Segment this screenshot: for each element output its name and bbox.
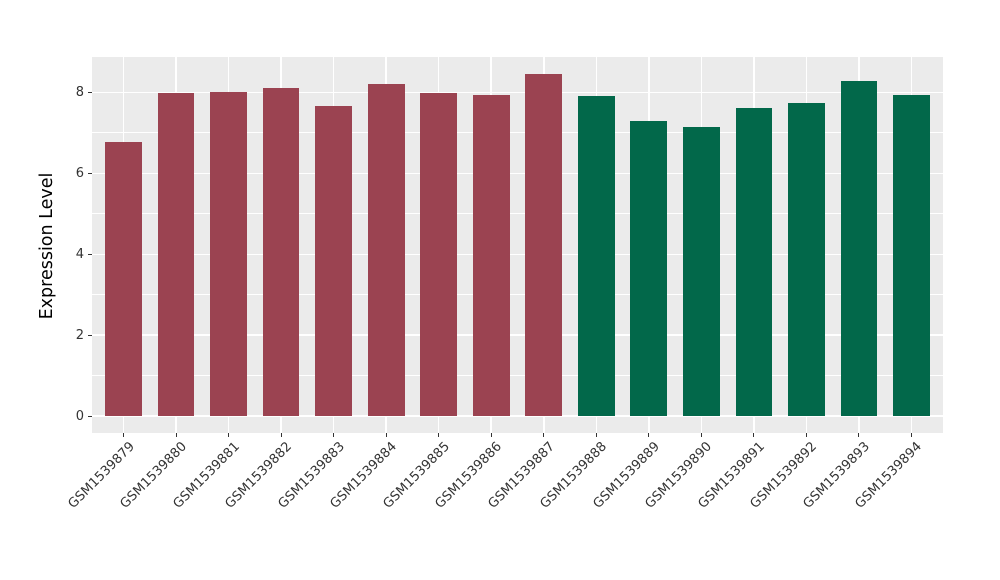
y-tick	[88, 253, 92, 255]
minor-gridline-h	[92, 213, 943, 215]
bar-GSM1539890	[682, 126, 720, 416]
bar-GSM1539893	[840, 80, 878, 416]
bar-GSM1539880	[157, 92, 195, 416]
y-tick-label: 6	[75, 165, 84, 181]
x-tick	[910, 433, 912, 437]
x-tick	[805, 433, 807, 437]
y-tick	[88, 92, 92, 93]
bar-GSM1539885	[420, 93, 458, 416]
y-axis-title: Expression Level	[37, 172, 57, 320]
major-gridline-h	[92, 172, 943, 175]
x-tick	[175, 433, 177, 437]
y-tick	[88, 334, 92, 336]
bar-GSM1539887	[525, 74, 563, 416]
x-tick	[648, 433, 650, 437]
x-tick	[700, 433, 702, 437]
x-tick	[595, 433, 597, 437]
bar-GSM1539883	[315, 106, 353, 416]
bar-GSM1539892	[788, 103, 825, 416]
major-gridline-h	[92, 91, 943, 94]
x-tick	[438, 433, 440, 437]
bar-GSM1539884	[367, 84, 405, 416]
major-gridline-h	[92, 334, 943, 336]
bar-GSM1539894	[893, 94, 930, 416]
bar-GSM1539882	[262, 88, 300, 416]
bar-GSM1539888	[577, 96, 615, 416]
x-tick	[753, 433, 755, 437]
x-tick	[490, 433, 492, 437]
minor-gridline-h	[92, 132, 943, 134]
x-tick	[228, 433, 230, 437]
y-tick	[88, 415, 92, 417]
y-tick	[88, 172, 92, 174]
x-tick	[858, 433, 860, 437]
y-tick-label: 2	[75, 327, 84, 343]
bar-GSM1539886	[472, 94, 510, 416]
major-gridline-h	[92, 253, 943, 255]
bar-GSM1539881	[210, 92, 247, 416]
y-tick-label: 8	[75, 85, 84, 100]
bar-GSM1539879	[105, 141, 142, 416]
y-tick-label: 4	[75, 246, 84, 262]
x-tick	[385, 433, 387, 437]
bar-GSM1539891	[735, 107, 773, 416]
minor-gridline-h	[92, 294, 943, 296]
y-tick-label: 0	[75, 408, 84, 424]
major-gridline-h	[92, 415, 943, 417]
plot-panel	[92, 57, 943, 433]
minor-gridline-h	[92, 375, 943, 377]
x-tick	[123, 433, 125, 437]
x-tick	[280, 433, 282, 437]
x-tick	[333, 433, 335, 437]
x-tick	[543, 433, 545, 437]
bar-GSM1539889	[630, 121, 668, 416]
